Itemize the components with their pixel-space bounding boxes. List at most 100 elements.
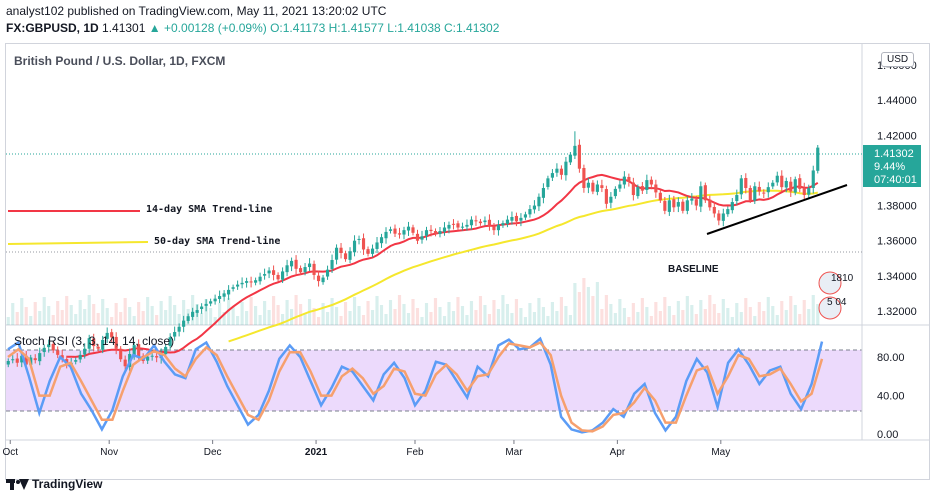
- chart-frame: [5, 43, 930, 480]
- candle-body: [249, 281, 253, 283]
- volume-bar: [708, 295, 712, 325]
- candle-body: [582, 167, 586, 189]
- tradingview-logo-icon: [6, 477, 29, 491]
- volume-bar: [101, 299, 105, 325]
- candle-body: [627, 176, 631, 182]
- volume-bar: [42, 297, 46, 325]
- volume-bar: [240, 302, 244, 325]
- footer-brand-text: TradingView: [32, 477, 103, 491]
- currency-button[interactable]: USD: [881, 52, 915, 67]
- volume-bar: [802, 300, 806, 325]
- candle-body: [60, 355, 64, 359]
- candle-body: [766, 187, 770, 193]
- candle-body: [640, 186, 644, 191]
- candle-body: [285, 265, 289, 273]
- candle-body: [258, 276, 262, 282]
- volume-bar: [663, 297, 667, 325]
- volume-bar: [150, 306, 154, 325]
- candle-body: [663, 201, 667, 211]
- volume-bar: [141, 311, 145, 325]
- volume-bar: [618, 299, 622, 325]
- volume-bar: [384, 314, 388, 325]
- candle-body: [137, 344, 141, 357]
- candle-body: [168, 337, 172, 346]
- candle-body: [227, 289, 231, 295]
- volume-bar: [38, 311, 42, 325]
- candle-body: [366, 249, 370, 254]
- sma14-line: [66, 173, 819, 358]
- candle-body: [460, 226, 465, 228]
- volume-bar: [487, 314, 492, 325]
- candle-body: [753, 186, 757, 201]
- volume-bar: [438, 307, 442, 325]
- candle-body: [218, 296, 222, 300]
- volume-bar: [690, 305, 694, 325]
- sma50-label: 50-day SMA Trend-line: [154, 236, 281, 247]
- volume-bar: [330, 298, 334, 325]
- candle-body: [290, 260, 294, 267]
- volume-bar: [173, 305, 177, 325]
- candle-body: [429, 229, 433, 232]
- volume-bar: [541, 307, 545, 325]
- volume-bar: [33, 302, 37, 325]
- candle-body: [276, 274, 280, 280]
- candle-body: [451, 223, 456, 225]
- time-tick-label: Nov: [100, 447, 118, 458]
- symbol: FX:GBPUSD, 1D: [6, 21, 99, 35]
- volume-bar: [564, 306, 568, 325]
- time-tick-label: Feb: [406, 447, 424, 458]
- volume-bar: [627, 317, 631, 325]
- volume-bar: [789, 296, 793, 325]
- candle-body: [505, 219, 510, 224]
- volume-bar: [456, 297, 460, 325]
- volume-bar: [132, 316, 136, 325]
- volume-bar: [51, 315, 55, 325]
- candle-body: [789, 181, 793, 192]
- candle-body: [173, 332, 177, 337]
- candle-body: [200, 306, 204, 310]
- candle-body: [708, 199, 712, 208]
- chart-title: British Pound / U.S. Dollar, 1D, FXCM: [14, 54, 226, 68]
- candle-body: [321, 277, 325, 283]
- candle-body: [667, 200, 671, 212]
- candle-body: [281, 271, 285, 280]
- volume-bar: [622, 308, 626, 325]
- candle-body: [74, 360, 78, 362]
- volume-bar: [397, 295, 402, 325]
- volume-bar: [447, 302, 451, 325]
- volume-bar: [294, 295, 298, 325]
- candle-body: [690, 198, 694, 201]
- candle-body: [6, 361, 10, 365]
- last-price: 1.41301: [102, 21, 146, 35]
- volume-bar: [209, 308, 213, 325]
- volume-bar: [15, 312, 19, 325]
- stoch-k-line: [7, 336, 824, 434]
- flag-icon: [818, 271, 842, 320]
- candle-body: [272, 270, 276, 275]
- candle-body: [492, 226, 496, 231]
- candle-body: [730, 202, 734, 211]
- candle-body: [298, 268, 303, 273]
- volume-bar: [649, 316, 653, 325]
- candle-body: [654, 184, 658, 193]
- volume-bar: [676, 301, 680, 325]
- rsi-tick-label: 40.00: [877, 391, 905, 403]
- candle-body: [433, 231, 438, 234]
- volume-bar: [600, 309, 604, 325]
- candle-body: [762, 192, 766, 194]
- candle-body: [577, 144, 581, 169]
- volume-bar: [325, 312, 330, 325]
- volume-bar: [636, 312, 640, 325]
- volume-bar: [366, 301, 370, 325]
- candle-body: [784, 180, 788, 188]
- volume-bar: [519, 308, 523, 325]
- candle-body: [209, 301, 213, 304]
- candle-body: [712, 206, 716, 214]
- volume-bar: [613, 313, 617, 325]
- price-tick-label: 1.32000: [877, 306, 917, 318]
- candle-body: [375, 242, 379, 249]
- candle-body: [307, 263, 312, 268]
- candle-body: [191, 311, 195, 317]
- volume-bar: [285, 300, 289, 325]
